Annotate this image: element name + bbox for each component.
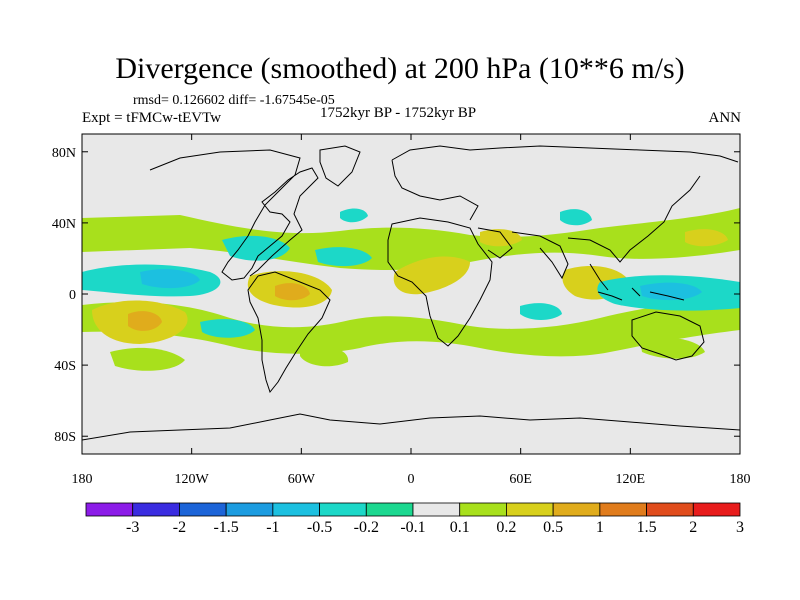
coastline-north-america <box>149 149 319 281</box>
y-tick-label: 40S <box>54 359 76 374</box>
field-patch <box>640 337 705 359</box>
colorbar-label: -0.2 <box>354 519 379 536</box>
colorbar-swatch <box>646 502 694 517</box>
field-patch <box>685 229 728 247</box>
x-tick-label: 60W <box>288 472 316 487</box>
coastline-greenland <box>319 145 361 187</box>
field-patch <box>480 229 522 247</box>
y-axis: 80N 40N 0 40S 80S <box>52 146 740 445</box>
coastline-south-america <box>247 271 331 394</box>
coastlines <box>82 145 740 441</box>
field-patch <box>340 208 368 223</box>
colorbar-label: 2 <box>689 519 697 536</box>
experiment-label: Expt = tFMCw-tEVTw <box>82 110 222 126</box>
colorbar-label: 3 <box>736 519 744 536</box>
x-tick-label: 60E <box>509 472 532 487</box>
stats-annotation: rmsd= 0.126602 diff= -1.67545e-05 <box>133 93 335 108</box>
x-tick-label: 180 <box>72 472 93 487</box>
colorbar-label: 0.5 <box>543 519 563 536</box>
colorbar-label: -3 <box>126 519 139 536</box>
season-label: ANN <box>708 110 742 126</box>
y-tick-label: 80S <box>54 430 76 445</box>
colorbar-swatch <box>599 502 647 517</box>
field-patch <box>82 300 740 357</box>
field-patch <box>560 209 592 226</box>
colorbar-label: 0.2 <box>496 519 516 536</box>
colorbar-label: 1 <box>596 519 604 536</box>
coastline-australia <box>631 311 705 361</box>
colorbar-swatch <box>225 502 274 517</box>
colorbar-swatch <box>319 502 367 517</box>
colorbar-label: -0.1 <box>400 519 425 536</box>
field-patch <box>275 283 310 301</box>
field-patch <box>128 311 162 331</box>
field-patch <box>200 319 255 338</box>
colorbar-swatch <box>412 502 461 517</box>
colorbar-swatch <box>506 502 554 517</box>
colorbar-swatch <box>365 502 414 517</box>
y-tick-label: 0 <box>69 288 76 303</box>
colorbar-label: 1.5 <box>637 519 657 536</box>
coastline-africa <box>387 217 493 347</box>
y-tick-label: 40N <box>52 217 76 232</box>
coastline-east-asia <box>567 175 701 291</box>
x-tick-label: 0 <box>408 472 415 487</box>
colorbar-swatch <box>85 502 134 517</box>
divergence-field <box>82 208 740 371</box>
colorbar-label: 0.1 <box>450 519 470 536</box>
x-tick-label: 120W <box>175 472 210 487</box>
chart-title: Divergence (smoothed) at 200 hPa (10**6 … <box>115 52 685 85</box>
y-tick-label: 80N <box>52 146 76 161</box>
colorbar: -3 -2 -1.5 -1 -0.5 -0.2 -0.1 0.1 0.2 0.5 1 1.5 2 3 <box>85 502 744 536</box>
colorbar-swatch <box>552 502 601 517</box>
colorbar-swatch <box>179 502 227 517</box>
coastline-europe <box>391 145 739 221</box>
coastline-arabia-india <box>477 227 569 280</box>
colorbar-swatch <box>272 502 320 517</box>
colorbar-label: -0.5 <box>307 519 332 536</box>
field-patch <box>520 303 562 320</box>
field-patch <box>640 282 702 301</box>
colorbar-label: -1.5 <box>213 519 238 536</box>
x-axis: 180 120W 60W 0 60E 120E 180 <box>72 134 751 487</box>
coastline-maritime-continent <box>597 287 685 301</box>
colorbar-label: -1 <box>266 519 279 536</box>
colorbar-swatch <box>692 502 741 517</box>
field-patch <box>110 347 185 371</box>
colorbar-swatch <box>132 502 180 517</box>
period-label: 1752kyr BP - 1752kyr BP <box>320 105 477 121</box>
field-patch <box>393 256 470 295</box>
field-patch <box>140 269 200 289</box>
field-patch <box>300 345 349 367</box>
colorbar-label: -2 <box>173 519 186 536</box>
coastline-antarctica <box>82 413 740 441</box>
x-tick-label: 180 <box>730 472 751 487</box>
colorbar-swatch <box>459 502 507 517</box>
field-patch <box>315 247 372 267</box>
x-tick-label: 120E <box>616 472 646 487</box>
